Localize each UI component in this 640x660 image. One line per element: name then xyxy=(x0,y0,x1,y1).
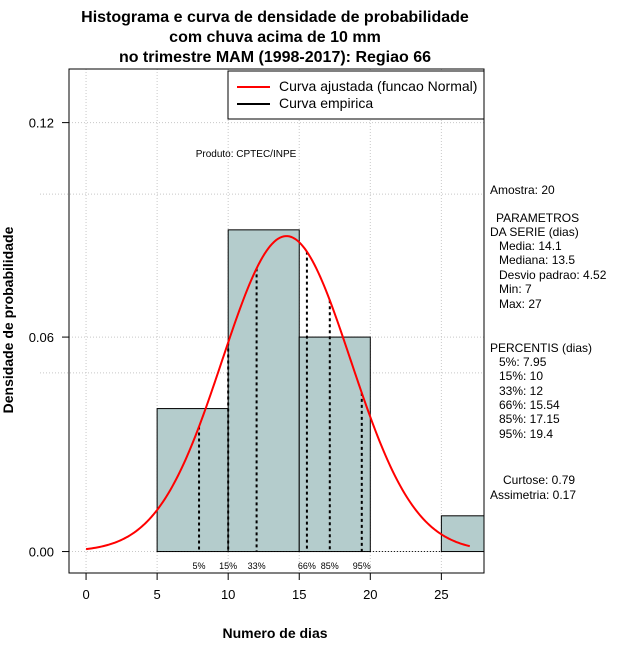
stats-param: Mediana: 13.5 xyxy=(499,253,575,267)
y-tick-label: 0.06 xyxy=(29,330,54,345)
legend: Curva ajustada (funcao Normal) Curva emp… xyxy=(227,70,485,120)
normal-curve-line xyxy=(85,235,471,551)
stats-curtose: Curtose: 0.79 xyxy=(503,473,575,487)
y-tick-label: 0.12 xyxy=(29,116,54,131)
stats-assimetria: Assimetria: 0.17 xyxy=(490,488,576,502)
stats-percentil: 33%: 12 xyxy=(499,384,543,398)
chart-title-line-3: no trimestre MAM (1998-2017): Regiao 66 xyxy=(119,49,431,66)
stats-panel: Amostra: 20 PARAMETROS DA SERIE (dias) M… xyxy=(490,183,607,502)
chart-title-line-1: Histograma e curva de densidade de proba… xyxy=(81,9,469,26)
stats-param: Desvio padrao: 4.52 xyxy=(499,268,607,282)
percentile-label: 66% xyxy=(298,561,316,571)
histogram-bar xyxy=(298,336,371,553)
legend-label-empirical: Curva empirica xyxy=(279,95,373,111)
plot-frame xyxy=(68,68,485,574)
stats-percentis-title: PERCENTIS (dias) xyxy=(490,341,592,355)
normal-curve xyxy=(85,235,471,551)
stats-params-title-1: PARAMETROS xyxy=(496,211,579,225)
stats-percentil: 15%: 10 xyxy=(499,369,543,383)
stats-params-title-2: DA SERIE (dias) xyxy=(490,225,579,239)
stats-param: Max: 27 xyxy=(499,297,542,311)
histogram-bars xyxy=(156,229,485,553)
chart-title-line-2: com chuva acima de 10 mm xyxy=(169,29,381,46)
x-axis-title: Numero de dias xyxy=(222,625,327,641)
percentile-label: 95% xyxy=(353,561,371,571)
y-axis-title: Densidade de probabilidade xyxy=(0,226,16,413)
stats-percentil: 95%: 19.4 xyxy=(499,427,553,441)
stats-param: Media: 14.1 xyxy=(499,239,562,253)
percentile-label: 85% xyxy=(321,561,339,571)
percentile-lines: 5% 15% 33% 66% 85% 95% xyxy=(193,251,371,571)
legend-label-normal: Curva ajustada (funcao Normal) xyxy=(279,78,477,94)
stats-percentil: 66%: 15.54 xyxy=(499,398,560,412)
percentile-label: 33% xyxy=(248,561,266,571)
percentile-label: 5% xyxy=(193,561,206,571)
stats-param: Min: 7 xyxy=(499,282,532,296)
x-tick-label: 0 xyxy=(82,587,89,602)
y-tick-label: 0.00 xyxy=(29,545,54,560)
stats-percentil: 85%: 17.15 xyxy=(499,412,560,426)
x-tick-label: 10 xyxy=(221,587,235,602)
percentile-label: 15% xyxy=(219,561,237,571)
stats-percentil: 5%: 7.95 xyxy=(499,355,547,369)
x-tick-label: 25 xyxy=(434,587,448,602)
histogram-bar xyxy=(440,515,485,553)
stats-amostra: Amostra: 20 xyxy=(490,183,555,197)
histogram-bar xyxy=(156,408,229,553)
x-tick-label: 5 xyxy=(153,587,160,602)
product-label: Produto: CPTEC/INPE xyxy=(196,149,297,160)
legend-box xyxy=(227,70,485,120)
x-tick-label: 20 xyxy=(363,587,377,602)
histogram-bar xyxy=(227,229,300,553)
x-tick-label: 15 xyxy=(292,587,306,602)
